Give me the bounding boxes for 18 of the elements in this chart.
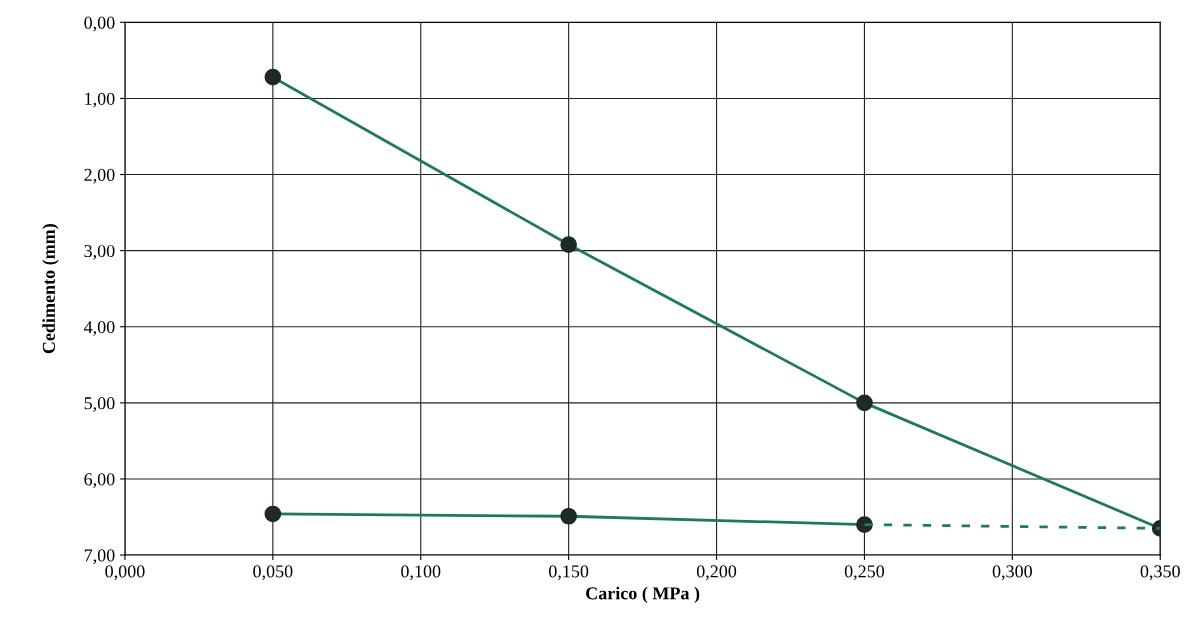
x-tick-label: 0,300: [992, 565, 1032, 581]
x-tick-label: 0,150: [549, 565, 589, 581]
x-tick-label: 0,050: [253, 565, 293, 581]
y-tick-label: 5,00: [84, 397, 115, 412]
x-tick-label: 0,200: [696, 565, 737, 581]
x-tick-label: 0,250: [844, 565, 885, 581]
y-tick-label: 2,00: [84, 168, 115, 184]
y-tick-label: 6,00: [84, 473, 115, 488]
y-axis-title: Cedimento (mm): [42, 224, 59, 354]
y-tick-label: 0,00: [84, 16, 115, 32]
x-tick-label: 0,100: [401, 565, 441, 581]
y-tick-label: 7,00: [84, 549, 115, 565]
x-tick-label: 0,000: [105, 565, 145, 581]
y-tick-label: 3,00: [84, 244, 115, 260]
x-axis-title: Carico ( MPa ): [586, 586, 700, 604]
y-tick-label: 4,00: [83, 321, 115, 336]
y-tick-label: 1,00: [85, 92, 115, 108]
x-tick-label: 0,350: [1140, 565, 1180, 581]
